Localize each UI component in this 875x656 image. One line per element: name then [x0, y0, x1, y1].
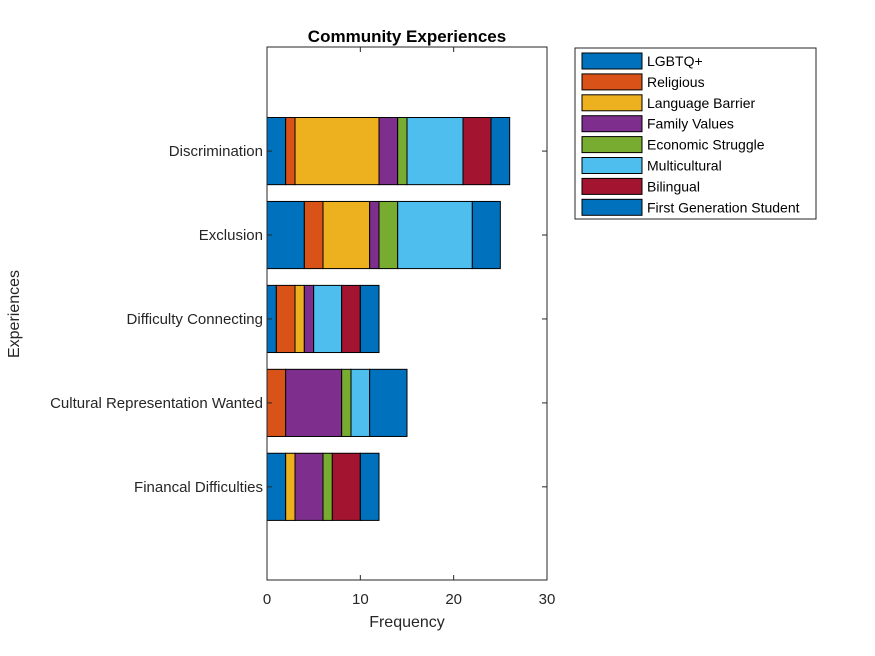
- bar-segment: [490, 117, 511, 186]
- bar-segment: [471, 200, 501, 270]
- bar-segment: [397, 117, 408, 186]
- bar-segment: [285, 368, 343, 437]
- legend-label: LGBTQ+: [647, 53, 703, 69]
- y-tick-label: Exclusion: [199, 227, 263, 244]
- bar-segment: [378, 117, 399, 186]
- x-tick-label: 30: [539, 591, 556, 608]
- bar-segment: [359, 284, 380, 354]
- bar-segment: [397, 200, 473, 270]
- legend-label: Bilingual: [647, 178, 700, 194]
- y-axis-label: Experiences: [6, 270, 23, 358]
- bar-segment: [331, 452, 361, 521]
- legend-swatch: [581, 115, 643, 133]
- legend-label: Family Values: [647, 116, 734, 132]
- bar-segment: [285, 452, 296, 521]
- x-tick-label: 20: [445, 591, 462, 608]
- y-tick-label: Difficulty Connecting: [127, 311, 263, 328]
- bar-segment: [266, 200, 305, 270]
- legend-label: First Generation Student: [647, 199, 800, 215]
- bar-segment: [294, 117, 380, 186]
- legend-swatch: [581, 177, 643, 195]
- y-tick-label: Cultural Representation Wanted: [50, 395, 263, 412]
- bar-segment: [294, 284, 305, 354]
- legend-label: Language Barrier: [647, 95, 756, 111]
- x-axis-ticks: 0 10 20 30: [263, 47, 556, 608]
- bar-segment: [322, 452, 333, 521]
- bar-segment: [462, 117, 492, 186]
- x-tick-label: 0: [263, 591, 271, 608]
- legend-swatch: [581, 157, 643, 174]
- legend-label: Multicultural: [647, 158, 722, 174]
- legend-swatch: [581, 136, 643, 154]
- bar-segment: [359, 452, 380, 521]
- bar-segment: [406, 117, 464, 186]
- bar-segment: [341, 368, 352, 437]
- chart-title: Community Experiences: [308, 27, 506, 46]
- bar-group: [266, 117, 511, 521]
- bar-segment: [303, 200, 324, 270]
- y-axis-ticks: Discrimination Exclusion Difficulty Connec…: [50, 143, 547, 496]
- bar-segment: [350, 368, 371, 437]
- y-tick-label: Discrimination: [169, 143, 263, 160]
- legend: LGBTQ+ Religious Language Barrier Family Va…: [574, 47, 817, 220]
- bar-segment: [285, 117, 296, 186]
- legend-swatch: [581, 52, 643, 70]
- bar-segment: [313, 284, 343, 354]
- bar-segment: [378, 200, 399, 270]
- bar-segment: [303, 284, 315, 354]
- x-tick-label: 10: [352, 591, 369, 608]
- y-tick-label: Financal Difficulties: [134, 479, 263, 496]
- x-axis-label: Frequency: [369, 614, 445, 631]
- bar-segment: [275, 284, 296, 354]
- bar-segment: [369, 200, 380, 270]
- legend-swatch: [581, 94, 643, 112]
- bar-segment: [369, 368, 408, 437]
- bar-segment: [322, 200, 371, 270]
- legend-swatch: [581, 73, 643, 91]
- bar-segment: [294, 452, 324, 521]
- plot-frame: [266, 46, 548, 581]
- legend-label: Religious: [647, 74, 705, 90]
- legend-swatch: [581, 198, 643, 216]
- bar-segment: [341, 284, 361, 354]
- legend-label: Economic Struggle: [647, 137, 765, 153]
